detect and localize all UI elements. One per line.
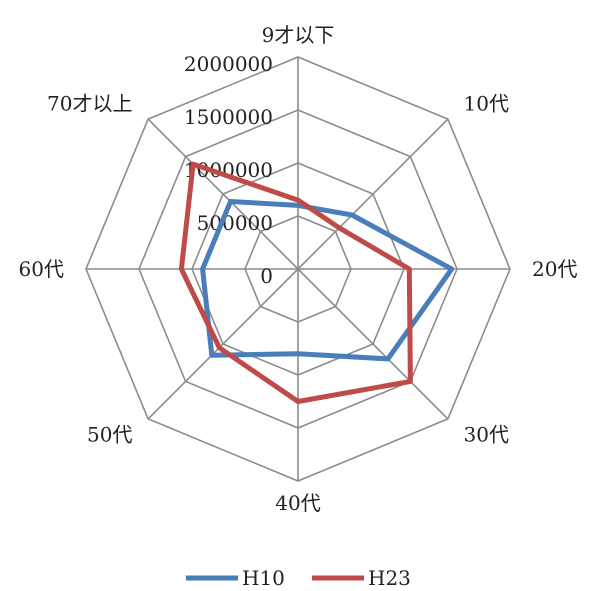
category-label-6: 60代 (19, 257, 64, 281)
category-label-0: 9才以下 (262, 23, 335, 47)
tick-label-0: 0 (260, 264, 273, 288)
spoke-5 (147, 268, 299, 420)
legend: H10 H23 (186, 566, 411, 590)
legend-item-h23: H23 (312, 566, 411, 590)
tick-label-3: 1500000 (184, 105, 273, 129)
spoke-7 (147, 118, 299, 270)
series-lines (178, 161, 455, 404)
spoke-3 (297, 268, 449, 420)
radial-axis-ticks: 0 500000 1000000 1500000 2000000 (184, 52, 273, 288)
spoke-1 (297, 118, 449, 270)
legend-label-h10: H10 (242, 566, 285, 590)
category-label-3: 30代 (464, 423, 509, 447)
series-line-h10 (200, 199, 455, 362)
category-labels: 9才以下 10代 20代 30代 40代 50代 60代 70才以上 (19, 23, 578, 515)
category-label-4: 40代 (275, 491, 320, 515)
category-label-5: 50代 (87, 423, 132, 447)
category-label-1: 10代 (464, 92, 509, 116)
series-line-h23 (178, 161, 413, 404)
legend-item-h10: H10 (186, 566, 285, 590)
category-label-7: 70才以上 (47, 92, 132, 116)
category-label-2: 20代 (532, 257, 577, 281)
radar-grid (85, 56, 511, 482)
tick-label-4: 2000000 (184, 52, 273, 76)
tick-label-1: 500000 (197, 211, 273, 235)
legend-label-h23: H23 (368, 566, 411, 590)
